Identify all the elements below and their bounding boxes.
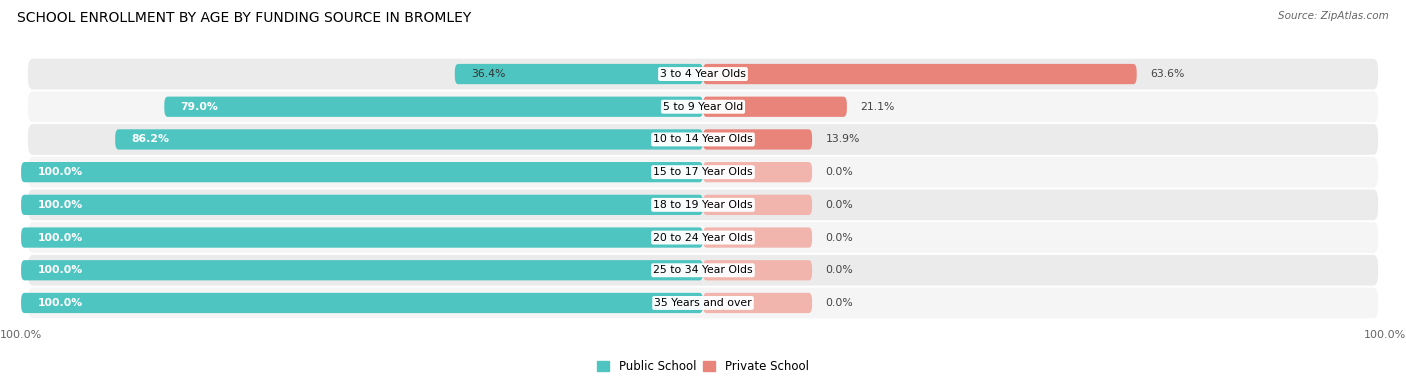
FancyBboxPatch shape	[703, 129, 813, 150]
FancyBboxPatch shape	[21, 260, 703, 280]
Text: 5 to 9 Year Old: 5 to 9 Year Old	[662, 102, 744, 112]
Text: 63.6%: 63.6%	[1150, 69, 1185, 79]
FancyBboxPatch shape	[703, 97, 846, 117]
FancyBboxPatch shape	[703, 260, 813, 280]
Text: 86.2%: 86.2%	[132, 135, 170, 144]
Text: 0.0%: 0.0%	[825, 298, 853, 308]
Text: 100.0%: 100.0%	[38, 265, 83, 275]
FancyBboxPatch shape	[28, 222, 1378, 253]
FancyBboxPatch shape	[21, 162, 703, 182]
Text: 13.9%: 13.9%	[825, 135, 860, 144]
Text: 79.0%: 79.0%	[180, 102, 218, 112]
FancyBboxPatch shape	[28, 190, 1378, 220]
Text: 36.4%: 36.4%	[471, 69, 506, 79]
FancyBboxPatch shape	[28, 91, 1378, 122]
FancyBboxPatch shape	[703, 293, 813, 313]
Text: 100.0%: 100.0%	[38, 200, 83, 210]
FancyBboxPatch shape	[115, 129, 703, 150]
FancyBboxPatch shape	[21, 227, 703, 248]
Text: SCHOOL ENROLLMENT BY AGE BY FUNDING SOURCE IN BROMLEY: SCHOOL ENROLLMENT BY AGE BY FUNDING SOUR…	[17, 11, 471, 25]
Text: 100.0%: 100.0%	[38, 298, 83, 308]
FancyBboxPatch shape	[21, 293, 703, 313]
FancyBboxPatch shape	[703, 162, 813, 182]
Text: 0.0%: 0.0%	[825, 200, 853, 210]
FancyBboxPatch shape	[703, 64, 1136, 84]
Text: 18 to 19 Year Olds: 18 to 19 Year Olds	[654, 200, 752, 210]
Text: 20 to 24 Year Olds: 20 to 24 Year Olds	[654, 233, 752, 242]
Text: 25 to 34 Year Olds: 25 to 34 Year Olds	[654, 265, 752, 275]
Text: 100.0%: 100.0%	[38, 233, 83, 242]
FancyBboxPatch shape	[28, 124, 1378, 155]
FancyBboxPatch shape	[28, 59, 1378, 89]
Text: Source: ZipAtlas.com: Source: ZipAtlas.com	[1278, 11, 1389, 21]
Text: 10 to 14 Year Olds: 10 to 14 Year Olds	[654, 135, 752, 144]
Text: 0.0%: 0.0%	[825, 233, 853, 242]
Text: 100.0%: 100.0%	[38, 167, 83, 177]
Legend: Public School, Private School: Public School, Private School	[593, 356, 813, 377]
Text: 0.0%: 0.0%	[825, 265, 853, 275]
FancyBboxPatch shape	[21, 195, 703, 215]
Text: 3 to 4 Year Olds: 3 to 4 Year Olds	[659, 69, 747, 79]
FancyBboxPatch shape	[28, 157, 1378, 187]
FancyBboxPatch shape	[165, 97, 703, 117]
FancyBboxPatch shape	[703, 195, 813, 215]
Text: 35 Years and over: 35 Years and over	[654, 298, 752, 308]
Text: 21.1%: 21.1%	[860, 102, 894, 112]
FancyBboxPatch shape	[28, 255, 1378, 286]
Text: 0.0%: 0.0%	[825, 167, 853, 177]
Text: 15 to 17 Year Olds: 15 to 17 Year Olds	[654, 167, 752, 177]
FancyBboxPatch shape	[703, 227, 813, 248]
FancyBboxPatch shape	[28, 288, 1378, 318]
FancyBboxPatch shape	[454, 64, 703, 84]
